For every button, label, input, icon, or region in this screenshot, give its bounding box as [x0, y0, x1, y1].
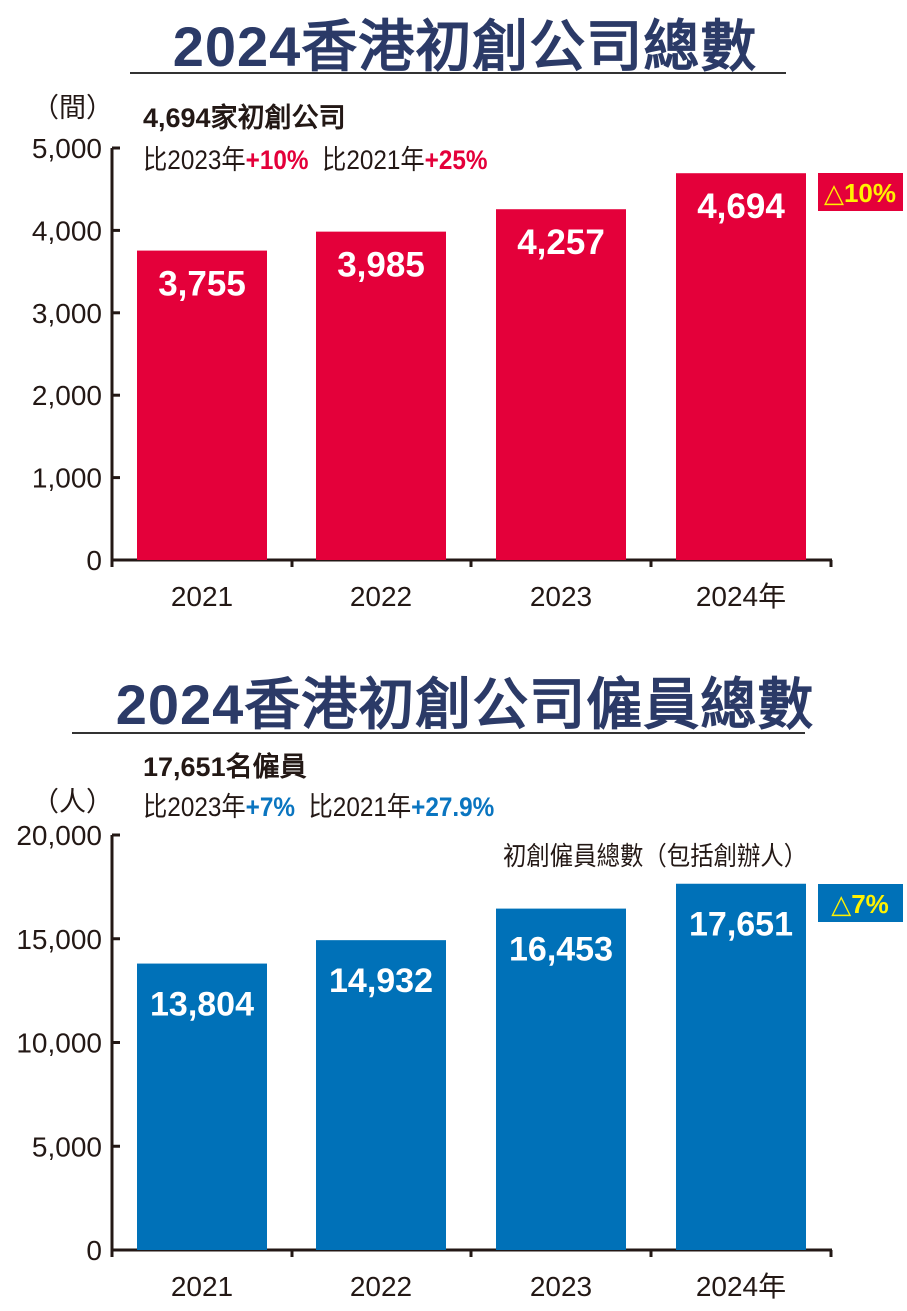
cmp1-label: 比2023年	[143, 792, 246, 822]
bar	[316, 940, 446, 1250]
chart1-title: 2024香港初創公司總數	[172, 15, 758, 78]
y-tick-label: 5,000	[32, 133, 102, 164]
change-badge-text: △10%	[824, 178, 896, 208]
bar-value-label: 4,257	[517, 223, 605, 262]
change-badge-text: △7%	[831, 889, 889, 919]
y-tick-label: 0	[86, 1235, 102, 1266]
cmp1-label: 比2023年	[143, 145, 246, 175]
x-tick-label: 2024年	[696, 1271, 786, 1302]
y-tick-label: 4,000	[32, 215, 102, 246]
x-tick-label: 2021	[171, 581, 233, 612]
chart1-title-rule	[130, 72, 786, 74]
y-tick-label: 15,000	[16, 924, 102, 955]
bar	[676, 883, 806, 1250]
cmp2-label: 比2021年	[322, 145, 425, 175]
bar	[496, 908, 626, 1250]
chart2-note: 初創僱員總數（包括創辦人）	[503, 841, 808, 871]
bar-value-label: 4,694	[697, 187, 785, 226]
chart1-comparison: 比2023年+10% 比2021年+25%	[143, 138, 488, 177]
cmp2-label: 比2021年	[308, 792, 412, 822]
bar	[137, 963, 267, 1250]
cmp2-value: +27.9%	[411, 792, 495, 822]
y-tick-label: 1,000	[32, 463, 102, 494]
chart2-unit: （人）	[32, 787, 113, 817]
bar-value-label: 13,804	[150, 986, 254, 1024]
bar-value-label: 16,453	[509, 931, 613, 969]
cmp1-value: +10%	[245, 145, 309, 175]
bar-value-label: 3,755	[158, 265, 246, 304]
bar	[676, 173, 806, 560]
x-tick-label: 2022	[350, 1271, 412, 1302]
y-tick-label: 20,000	[16, 820, 102, 851]
y-tick-label: 5,000	[32, 1131, 102, 1162]
bar-value-label: 17,651	[689, 906, 793, 944]
chart2-headline: 17,651名僱員	[143, 752, 307, 782]
cmp2-value: +25%	[424, 145, 488, 175]
chart2-comparison: 比2023年+7% 比2021年+27.9%	[143, 785, 494, 824]
bar	[137, 250, 267, 560]
chart1-headline: 4,694家初創公司	[143, 103, 346, 133]
x-tick-label: 2024年	[696, 581, 786, 612]
bar-value-label: 14,932	[329, 962, 433, 1000]
chart1-unit: （間）	[32, 93, 113, 123]
x-tick-label: 2021	[171, 1271, 233, 1302]
bar	[496, 209, 626, 560]
bar	[316, 231, 446, 561]
change-badge	[818, 884, 903, 922]
cmp1-value: +7%	[245, 792, 295, 822]
x-tick-label: 2023	[530, 581, 592, 612]
y-tick-label: 0	[86, 545, 102, 576]
y-tick-label: 10,000	[16, 1028, 102, 1059]
change-badge	[818, 173, 903, 211]
y-tick-label: 2,000	[32, 380, 102, 411]
bar-value-label: 3,985	[337, 246, 425, 285]
chart2-title: 2024香港初創公司僱員總數	[115, 673, 815, 736]
y-tick-label: 3,000	[32, 298, 102, 329]
x-tick-label: 2022	[350, 581, 412, 612]
x-tick-label: 2023	[530, 1271, 592, 1302]
chart2-title-rule	[72, 732, 805, 734]
